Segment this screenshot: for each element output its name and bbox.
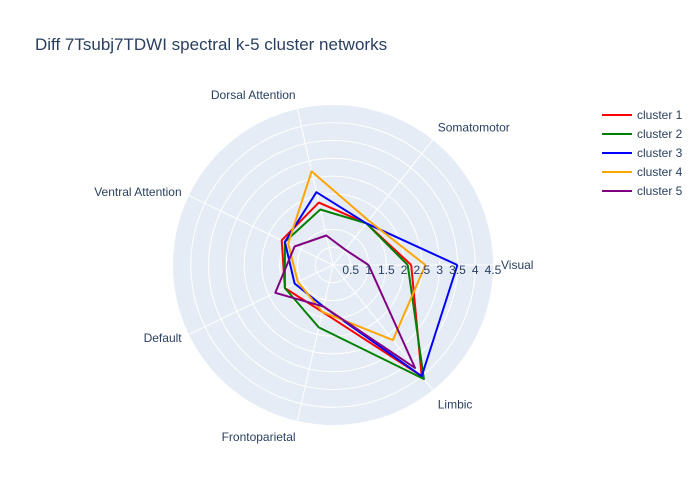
series-line-cluster-5 [274,234,416,369]
series-line-cluster-2 [283,208,425,380]
axis-label-visual: Visual [501,258,533,272]
angular-gridline [296,264,334,422]
series-line-cluster-3 [283,191,459,378]
legend: cluster 1 cluster 2 cluster 3 cluster 4 clus… [602,108,683,198]
radial-tick-label: 0.5 [342,263,359,277]
axis-label-dorsal-attention: Dorsal Attention [211,88,296,102]
radial-tick-label: 1 [365,263,372,277]
chart-title: Diff 7Tsubj7TDWI spectral k-5 cluster ne… [35,35,387,54]
axis-label-somatomotor: Somatomotor [438,121,510,135]
axis-label-ventral-attention: Ventral Attention [94,185,181,199]
legend-label-cluster-1: cluster 1 [637,108,683,122]
radial-tick-label: 3.5 [449,263,466,277]
legend-label-cluster-3: cluster 3 [637,146,683,160]
radial-tick-label: 1.5 [378,263,395,277]
radial-tick-label: 4 [472,263,479,277]
polar-area: 0.5 1 1.5 2 2.5 3 3.5 4 4.5 Visual Somatomotor Dors… [94,88,533,444]
angular-gridline [296,108,334,266]
angular-gridline [332,139,434,266]
legend-label-cluster-5: cluster 5 [637,184,683,198]
angular-gridline [188,195,334,266]
angular-gridline [332,264,434,391]
series-line-cluster-4 [287,170,427,342]
radial-tick-label: 4.5 [485,263,502,277]
legend-label-cluster-2: cluster 2 [637,127,683,141]
radial-tick-label: 2 [401,263,408,277]
axis-label-limbic: Limbic [438,397,473,411]
axis-label-default: Default [144,331,183,345]
radial-tick-label: 2.5 [414,263,431,277]
legend-label-cluster-4: cluster 4 [637,165,683,179]
radial-tick-label: 3 [436,263,443,277]
axis-label-frontoparietal: Frontoparietal [222,430,296,444]
angular-gridline [188,264,334,335]
